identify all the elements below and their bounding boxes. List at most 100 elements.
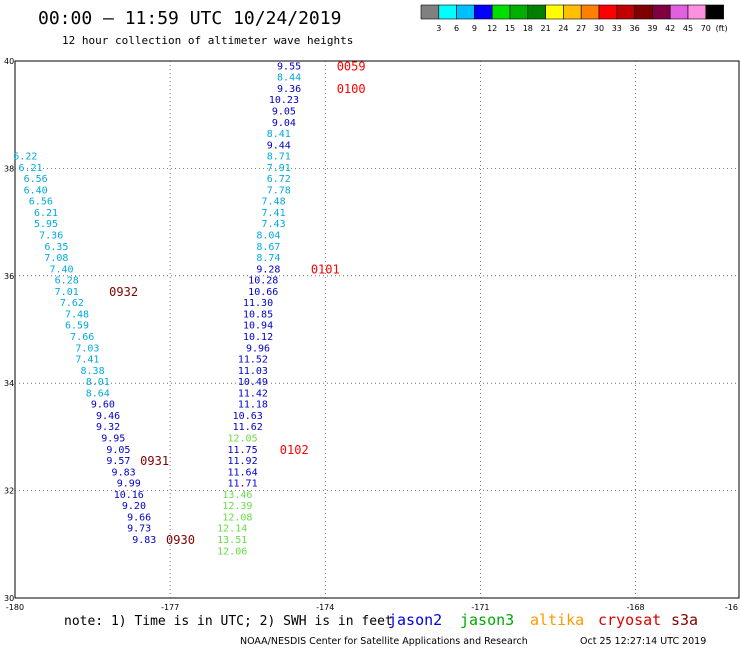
pass-time-label: 0101 (311, 262, 340, 276)
color-swatch (527, 4, 546, 20)
pass-time-label: 0102 (280, 443, 309, 457)
color-scale-legend: 3 6 9 12 15 18 21 24 27 30 33 36 39 42 45 70 (ft) (420, 4, 728, 33)
wave-height-label: 9.05 (272, 106, 296, 117)
wave-height-label: 6.40 (24, 185, 48, 196)
wave-height-label: 10.49 (238, 377, 268, 388)
wave-height-label: 11.52 (238, 355, 268, 366)
wave-height-label: 9.44 (267, 140, 291, 151)
y-tick-label: 40 (4, 57, 14, 66)
wave-height-label: 9.66 (127, 512, 151, 523)
wave-height-label: 9.36 (277, 84, 301, 95)
wave-height-label: 11.92 (227, 456, 257, 467)
color-scale-label: 30 (594, 24, 604, 33)
wave-height-label: 5.95 (34, 219, 58, 230)
color-scale-label: 39 (647, 24, 657, 33)
wave-height-label: 11.18 (238, 400, 268, 411)
x-axis-ticks: -180 -177 -174 -171 -168 -16 (6, 603, 738, 612)
wave-height-label: 9.60 (91, 400, 115, 411)
color-swatch (705, 4, 724, 20)
color-swatch (687, 4, 707, 20)
color-scale-label: 36 (630, 24, 640, 33)
wave-height-label: 8.67 (256, 242, 280, 253)
x-tick-label: -174 (316, 603, 334, 612)
wave-height-label: 7.62 (60, 298, 84, 309)
wave-height-label: 7.03 (75, 343, 99, 354)
color-swatch (598, 4, 618, 20)
pass-time-label: 0931 (140, 454, 169, 468)
plot-frame (14, 60, 740, 599)
color-scale-label: 9 (472, 24, 477, 33)
wave-height-label: 12.39 (222, 501, 252, 512)
color-swatch (456, 4, 475, 20)
wave-height-label: 8.41 (267, 129, 291, 140)
wave-height-label: 11.42 (238, 388, 268, 399)
wave-height-label: 7.78 (267, 185, 291, 196)
wave-height-label: 7.41 (262, 208, 286, 219)
color-swatch (652, 4, 671, 20)
wave-height-label: 6.59 (65, 321, 89, 332)
wave-height-label: 11.71 (227, 479, 257, 490)
wave-height-label: 12.14 (217, 524, 247, 535)
wave-height-label: 6.56 (29, 197, 53, 208)
mission-legend-altika: altika (530, 611, 584, 629)
wave-height-label: 7.43 (262, 219, 286, 230)
chart-subtitle: 12 hour collection of altimeter wave hei… (62, 34, 353, 47)
pass-time-labels: 0059 0100 0101 0102 0932 0931 0930 (109, 59, 365, 547)
color-scale-label: 27 (576, 24, 586, 33)
wave-height-label: 7.36 (39, 231, 63, 242)
wave-height-label: 10.12 (243, 332, 273, 343)
color-swatch (563, 4, 582, 20)
wave-height-label: 10.85 (243, 309, 273, 320)
color-swatch (669, 4, 689, 20)
wave-height-label: 9.95 (101, 434, 125, 445)
wave-height-label: 11.30 (243, 298, 273, 309)
color-scale-label: 42 (665, 24, 675, 33)
x-tick-label: -180 (6, 603, 24, 612)
color-scale-label: 24 (558, 24, 568, 33)
wave-height-label: 9.04 (272, 118, 296, 129)
wave-height-label: 10.23 (269, 95, 299, 106)
wave-height-label: 12.08 (222, 512, 252, 523)
color-scale-label: (ft) (716, 24, 728, 33)
wave-height-label: 6.28 (55, 276, 79, 287)
timestamp-text: Oct 25 12:27:14 UTC 2019 (580, 636, 706, 647)
wave-height-label: 7.40 (49, 264, 73, 275)
wave-height-label: 10.63 (233, 411, 263, 422)
wave-height-label: 8.38 (81, 366, 105, 377)
credit-text: NOAA/NESDIS Center for Satellite Applica… (240, 636, 528, 647)
mission-legend-cryosat: cryosat (598, 611, 661, 629)
color-swatch (491, 4, 511, 20)
pass-time-label: 0059 (337, 59, 366, 73)
color-scale-label: 3 (436, 24, 441, 33)
pass-time-label: 0932 (109, 285, 138, 299)
wave-height-label: 6.72 (267, 174, 291, 185)
wave-height-label: 9.83 (112, 467, 136, 478)
wave-height-label: 12.06 (217, 546, 247, 557)
mission-legend: jason2 jason3 altika cryosat s3a (388, 611, 698, 629)
wave-height-label: 11.62 (233, 422, 263, 433)
color-scale-label: 6 (454, 24, 459, 33)
color-swatch (545, 4, 564, 20)
wave-height-label: 8.71 (267, 152, 291, 163)
wave-height-label: 8.44 (277, 73, 301, 84)
wave-height-label: 9.28 (256, 264, 280, 275)
wave-height-label: 9.99 (117, 479, 141, 490)
x-tick-label: -171 (471, 603, 489, 612)
mission-legend-jason3: jason3 (460, 611, 514, 629)
color-swatch (438, 4, 457, 20)
y-tick-label: 36 (4, 272, 14, 281)
wave-height-label: 6.56 (24, 174, 48, 185)
y-tick-label: 34 (4, 379, 14, 388)
grid-lines (15, 61, 739, 598)
color-scale-label: 18 (523, 24, 533, 33)
wave-height-label: 7.41 (75, 355, 99, 366)
chart-title: 00:00 – 11:59 UTC 10/24/2019 (38, 8, 341, 29)
x-tick-label: -168 (626, 603, 644, 612)
wave-height-label: 7.48 (65, 309, 89, 320)
wave-height-label: 7.01 (55, 287, 79, 298)
color-scale-label: 70 (701, 24, 711, 33)
wave-height-label: 7.48 (262, 197, 286, 208)
wave-height-label: 9.73 (127, 524, 151, 535)
wave-height-label: 6.35 (44, 242, 68, 253)
